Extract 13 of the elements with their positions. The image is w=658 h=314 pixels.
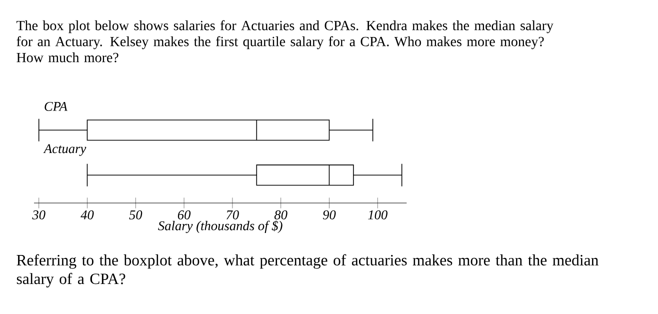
x-axis-title: Salary (thousands of $)	[158, 220, 282, 234]
x-tick-label: 90	[322, 210, 336, 220]
x-tick-label: 50	[129, 210, 142, 220]
x-tick-label: 30	[32, 210, 46, 220]
chart-title: The box plot below shows salaries for Actuaries and CPAs. Kendra makes the median salary for an Actuary. Kelsey makes the first quartile salary for a CPA. Who makes more money? How much more?	[16, 20, 554, 62]
x-tick-label: 80	[274, 210, 288, 220]
x-tick-label: 100	[368, 210, 388, 220]
x-tick-label: 70	[226, 210, 239, 220]
x-tick-label: 40	[80, 210, 94, 220]
y-tick-label: Actuary	[43, 144, 86, 156]
text: Referring to the boxplot above, what percentage of actuaries makes more than the median salary of a CPA?	[16, 254, 598, 288]
x-tick-label: 60	[178, 210, 191, 220]
y-tick-label: CPA	[44, 102, 68, 111]
